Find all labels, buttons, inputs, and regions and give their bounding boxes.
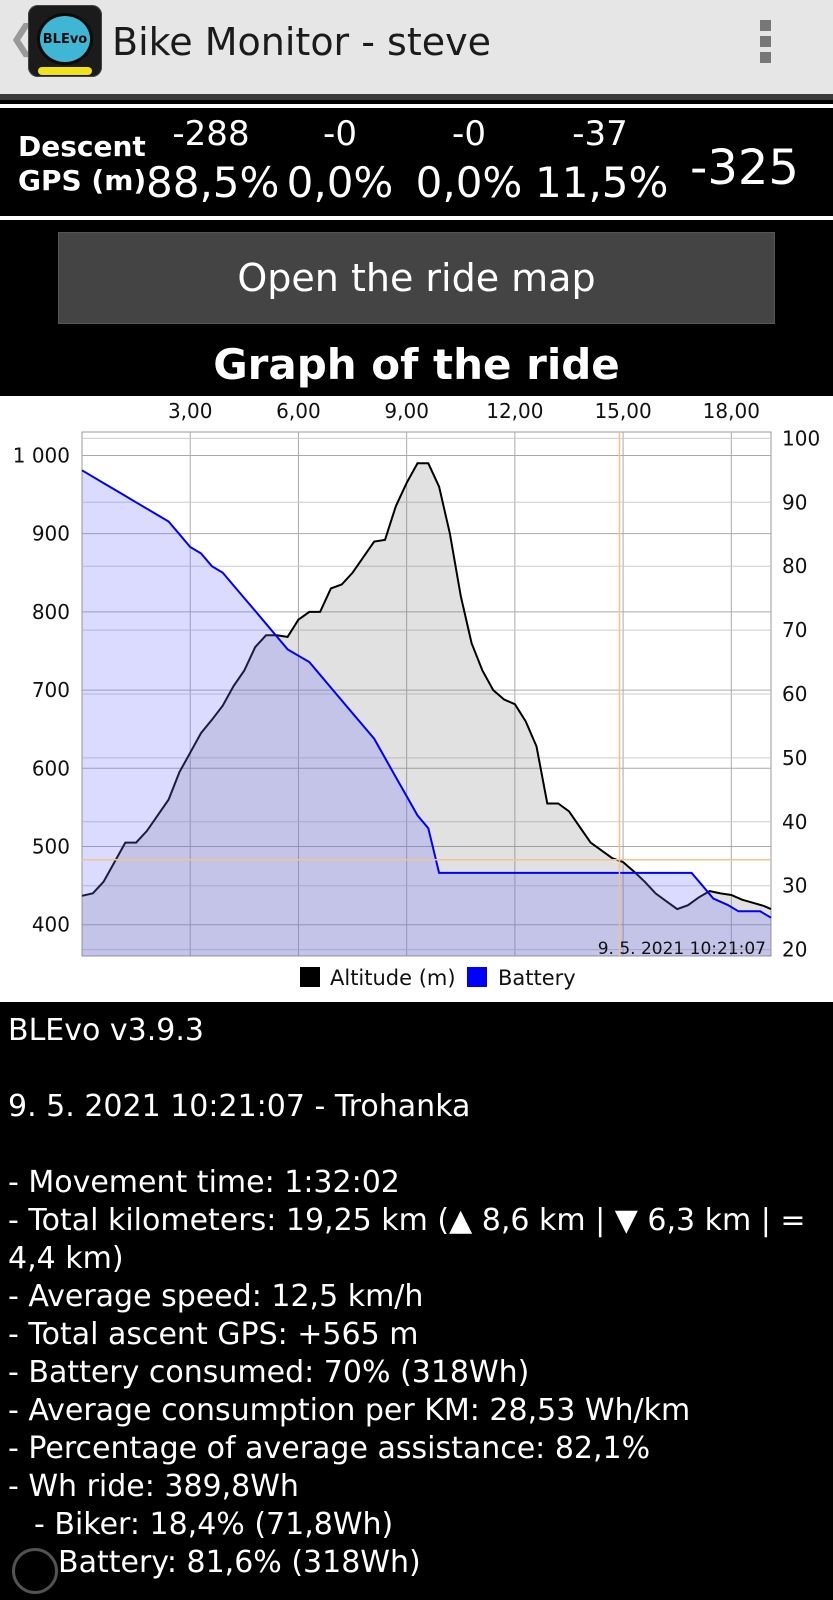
x-tick-label: 9,00	[384, 399, 429, 423]
battery-line	[81, 469, 772, 919]
descent-percent: 88,5%	[146, 158, 280, 207]
y-left-tick-label: 400	[32, 913, 70, 937]
descent-percent: 0,0%	[415, 158, 523, 207]
cursor-label: 9. 5. 2021 10:21:07	[598, 939, 766, 959]
ride-info: BLEvo v3.9.3 9. 5. 2021 10:21:07 - Troha…	[8, 1012, 823, 1582]
legend-swatch-altitude	[300, 967, 320, 987]
y-left-tick-label: 600	[32, 756, 70, 780]
page-title: Bike Monitor - steve	[112, 20, 491, 64]
version-text: BLEvo v3.9.3	[8, 1013, 204, 1048]
y-left-tick-label: 900	[32, 522, 70, 546]
info-line: - Wh ride: 389,8Wh	[8, 1469, 299, 1504]
y-right-tick-label: 100	[782, 426, 820, 450]
y-right-tick-label: 90	[782, 490, 807, 514]
y-right-tick-label: 50	[782, 746, 807, 770]
app-logo[interactable]: BLEvo	[28, 5, 102, 77]
altitude-line	[81, 462, 772, 911]
y-left-tick-label: 500	[32, 835, 70, 859]
info-line: - Battery consumed: 70% (318Wh)	[8, 1355, 530, 1390]
legend-label-altitude: Altitude (m)	[330, 966, 456, 990]
info-line: - Percentage of average assistance: 82,1…	[8, 1431, 651, 1466]
y-left-tick-label: 800	[32, 600, 70, 624]
divider	[0, 216, 833, 220]
x-tick-label: 6,00	[276, 399, 321, 423]
x-tick-label: 18,00	[703, 399, 760, 423]
descent-label-line1: Descent	[18, 130, 146, 163]
app-bar-shadow	[0, 94, 833, 100]
y-right-tick-label: 60	[782, 682, 807, 706]
altitude-area	[82, 463, 771, 956]
info-line: - Average speed: 12,5 km/h	[8, 1279, 424, 1314]
x-tick-label: 15,00	[594, 399, 651, 423]
info-subline: Battery: 81,6% (318Wh)	[58, 1545, 421, 1580]
app-logo-text: BLEvo	[37, 13, 93, 65]
x-tick-label: 12,00	[486, 399, 543, 423]
ride-chart[interactable]: 3,00 6,00 9,00 12,00 15,00 18,00 1 000 900 800 70…	[0, 396, 833, 1002]
app-logo-glow	[38, 67, 92, 75]
ride-header: 9. 5. 2021 10:21:07 - Trohanka	[8, 1089, 471, 1124]
legend-label-battery: Battery	[498, 966, 576, 990]
descent-label: Descent GPS (m)	[18, 130, 146, 198]
y-right-tick-label: 20	[782, 938, 807, 962]
descent-cell-3: -0 0,0%	[404, 114, 534, 208]
y-left-tick-label: 700	[32, 678, 70, 702]
y-right-tick-label: 40	[782, 810, 807, 834]
open-ride-map-button[interactable]: Open the ride map	[58, 232, 775, 324]
descent-cell-1: -288 88,5%	[146, 114, 280, 208]
descent-value: -0	[452, 114, 486, 154]
legend-swatch-battery	[467, 967, 487, 987]
descent-label-line2: GPS (m)	[18, 164, 147, 197]
descent-value: -288	[172, 114, 250, 154]
y-left-tick-label: 1 000	[13, 443, 70, 467]
descent-cell-2: -0 0,0%	[275, 114, 405, 208]
graph-title: Graph of the ride	[213, 340, 620, 389]
watermark-logo	[12, 1548, 58, 1594]
descent-total: -325	[690, 140, 799, 196]
info-subline: - Biker: 18,4% (71,8Wh)	[34, 1507, 394, 1542]
descent-value: -0	[323, 114, 357, 154]
more-vert-icon[interactable]	[760, 20, 774, 64]
y-right-tick-label: 80	[782, 554, 807, 578]
info-line: - Movement time: 1:32:02	[8, 1165, 400, 1200]
ride-chart-svg: 3,00 6,00 9,00 12,00 15,00 18,00 1 000 900 800 70…	[13, 399, 820, 990]
app-bar: ❮ BLEvo Bike Monitor - steve	[0, 0, 833, 94]
divider	[0, 104, 833, 108]
descent-value: -37	[572, 114, 628, 154]
descent-percent: 11,5%	[535, 158, 669, 207]
descent-percent: 0,0%	[286, 158, 394, 207]
x-tick-label: 3,00	[168, 399, 213, 423]
info-line: - Total ascent GPS: +565 m	[8, 1317, 419, 1352]
y-right-tick-label: 70	[782, 618, 807, 642]
info-line: - Average consumption per KM: 28,53 Wh/k…	[8, 1393, 691, 1428]
descent-cell-4: -37 11,5%	[535, 114, 669, 208]
battery-area	[82, 470, 771, 956]
y-right-tick-label: 30	[782, 874, 807, 898]
info-line: - Total kilometers: 19,25 km (▲ 8,6 km |…	[8, 1203, 806, 1276]
